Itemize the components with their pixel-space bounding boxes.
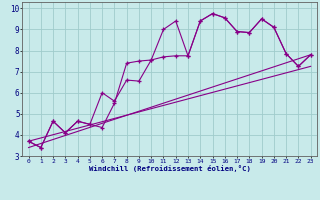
X-axis label: Windchill (Refroidissement éolien,°C): Windchill (Refroidissement éolien,°C) (89, 165, 251, 172)
